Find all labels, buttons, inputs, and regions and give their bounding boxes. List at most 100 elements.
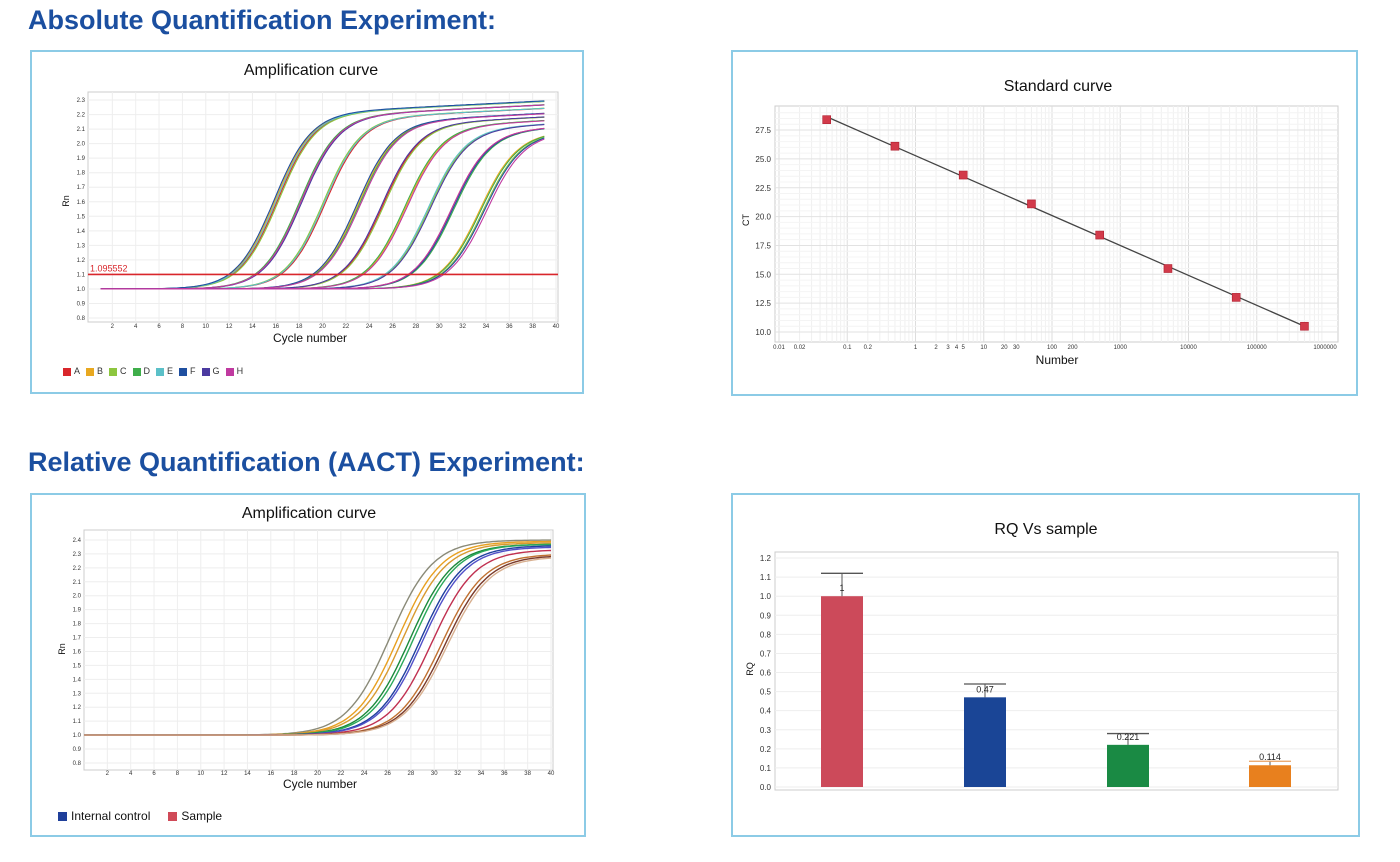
x-tick-label: 20 xyxy=(314,771,321,777)
y-tick-label: 2.2 xyxy=(77,113,86,119)
y-tick-label: 2.1 xyxy=(73,580,82,586)
legend-swatch xyxy=(225,367,234,376)
x-tick-label: 40 xyxy=(548,771,555,777)
legend-label: Sample xyxy=(181,809,223,823)
x-tick-label: 30 xyxy=(1013,345,1020,351)
y-tick-label: 0.3 xyxy=(760,726,772,735)
legend-item-e: E xyxy=(156,366,173,376)
legend-swatch xyxy=(179,367,188,376)
x-tick-label: 10 xyxy=(980,345,987,351)
legend-swatch xyxy=(86,367,95,376)
x-tick-label: 40 xyxy=(553,324,560,330)
fit-line xyxy=(826,116,1305,327)
y-tick-label: 1.2 xyxy=(760,554,772,563)
x-tick-label: 10 xyxy=(197,771,204,777)
legend-item-c: C xyxy=(109,366,127,376)
x-tick-label: 4 xyxy=(129,771,133,777)
x-tick-label: 18 xyxy=(296,324,303,330)
x-tick-label: 2 xyxy=(111,324,115,330)
y-tick-label: 1.9 xyxy=(77,156,86,162)
legend-item-h: H xyxy=(225,366,244,376)
legend-label: H xyxy=(236,366,244,376)
y-tick-label: 1.0 xyxy=(760,592,772,601)
x-tick-label: 1000 xyxy=(1114,345,1128,351)
x-tick-label: 12 xyxy=(226,324,233,330)
relative-quantification-heading: Relative Quantification (AACT) Experimen… xyxy=(28,447,585,477)
legend-swatch xyxy=(109,367,118,376)
y-tick-label: 0.9 xyxy=(77,301,86,307)
x-tick-label: 100 xyxy=(1047,345,1058,351)
y-tick-label: 0.4 xyxy=(760,707,772,716)
x-tick-label: 0.02 xyxy=(794,345,806,351)
legend-item-b: B xyxy=(86,366,103,376)
x-tick-label: 34 xyxy=(483,324,490,330)
legend: A B C D E F G H xyxy=(63,366,243,376)
y-tick-label: 1.3 xyxy=(73,691,82,697)
y-tick-label: 0.8 xyxy=(760,630,772,639)
x-tick-label: 0.1 xyxy=(843,345,852,351)
y-tick-label: 0.1 xyxy=(760,764,772,773)
x-tick-label: 8 xyxy=(181,324,185,330)
chart-title: Amplification curve xyxy=(243,62,379,79)
legend-label: E xyxy=(167,366,174,376)
x-tick-label: 14 xyxy=(244,771,251,777)
x-tick-label: 10000 xyxy=(1180,345,1197,351)
y-tick-label: 1.5 xyxy=(77,214,86,220)
x-tick-label: 30 xyxy=(431,771,438,777)
data-point xyxy=(1231,293,1241,302)
data-point xyxy=(1095,230,1105,240)
x-tick-label: 0.01 xyxy=(773,345,785,351)
y-tick-label: 20.0 xyxy=(755,213,771,222)
x-tick-label: 20 xyxy=(1001,345,1008,351)
x-tick-label: 14 xyxy=(249,324,256,330)
x-tick-label: 4 xyxy=(134,324,138,330)
x-tick-label: 0.2 xyxy=(864,345,873,351)
chart-title: Amplification curve xyxy=(241,505,377,522)
legend-item-g: G xyxy=(201,366,220,376)
amplification-curve xyxy=(84,557,552,736)
y-tick-label: 1.7 xyxy=(77,185,86,191)
x-tick-label: 16 xyxy=(267,771,274,777)
y-tick-label: 0.9 xyxy=(760,611,772,620)
chart-title: Standard curve xyxy=(1003,78,1113,95)
x-tick-label: 28 xyxy=(408,771,415,777)
x-axis-label: Number xyxy=(1035,353,1079,367)
bar-value-label: 0.221 xyxy=(1117,732,1140,742)
y-tick-label: 0.8 xyxy=(73,761,82,767)
x-tick-label: 38 xyxy=(529,324,536,330)
y-tick-label: 1.0 xyxy=(73,733,82,739)
legend: Internal control Sample xyxy=(58,809,222,823)
x-tick-label: 6 xyxy=(152,771,156,777)
y-tick-label: 1.2 xyxy=(73,705,82,711)
legend-item-f: F xyxy=(179,366,196,376)
bar-value-label: 0.47 xyxy=(976,684,994,694)
y-tick-label: 1.6 xyxy=(77,200,86,206)
data-point xyxy=(958,170,968,180)
data-point xyxy=(822,115,832,124)
y-tick-label: 2.3 xyxy=(77,98,86,104)
x-tick-label: 12 xyxy=(221,771,228,777)
y-axis-label: RQ xyxy=(744,662,755,676)
legend-item-d: D xyxy=(132,366,150,376)
y-tick-label: 0.7 xyxy=(760,649,772,658)
x-tick-label: 22 xyxy=(338,771,345,777)
x-tick-label: 8 xyxy=(176,771,180,777)
legend-item-a: A xyxy=(63,366,80,376)
legend-swatch-internal-control xyxy=(58,811,67,821)
y-tick-label: 2.0 xyxy=(73,594,82,600)
data-point xyxy=(890,141,900,151)
curve-h xyxy=(100,138,545,290)
x-tick-label: 34 xyxy=(478,771,485,777)
y-tick-label: 0.5 xyxy=(760,688,772,697)
x-tick-label: 32 xyxy=(454,771,461,777)
x-tick-label: 200 xyxy=(1068,345,1079,351)
legend-label: Internal control xyxy=(71,809,151,823)
x-tick-label: 24 xyxy=(361,771,368,777)
legend-swatch xyxy=(132,367,141,376)
y-tick-label: 15.0 xyxy=(755,270,771,279)
x-tick-label: 1 xyxy=(914,345,918,351)
y-tick-label: 0.6 xyxy=(760,669,772,678)
y-tick-label: 1.1 xyxy=(760,573,772,582)
y-tick-label: 10.0 xyxy=(755,328,771,337)
curve-f xyxy=(100,100,545,290)
